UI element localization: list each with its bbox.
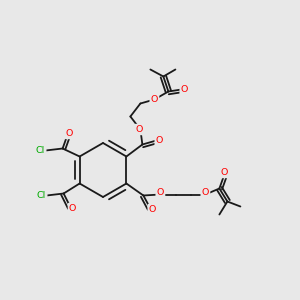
Text: O: O bbox=[66, 129, 73, 138]
Text: O: O bbox=[221, 168, 228, 177]
Text: Cl: Cl bbox=[36, 146, 45, 155]
Text: O: O bbox=[151, 95, 158, 104]
Text: O: O bbox=[149, 205, 156, 214]
Text: O: O bbox=[69, 204, 76, 213]
Text: O: O bbox=[202, 188, 209, 197]
Text: Cl: Cl bbox=[37, 191, 46, 200]
Text: O: O bbox=[157, 188, 164, 197]
Text: O: O bbox=[181, 85, 188, 94]
Text: O: O bbox=[136, 125, 143, 134]
Text: O: O bbox=[156, 136, 163, 145]
